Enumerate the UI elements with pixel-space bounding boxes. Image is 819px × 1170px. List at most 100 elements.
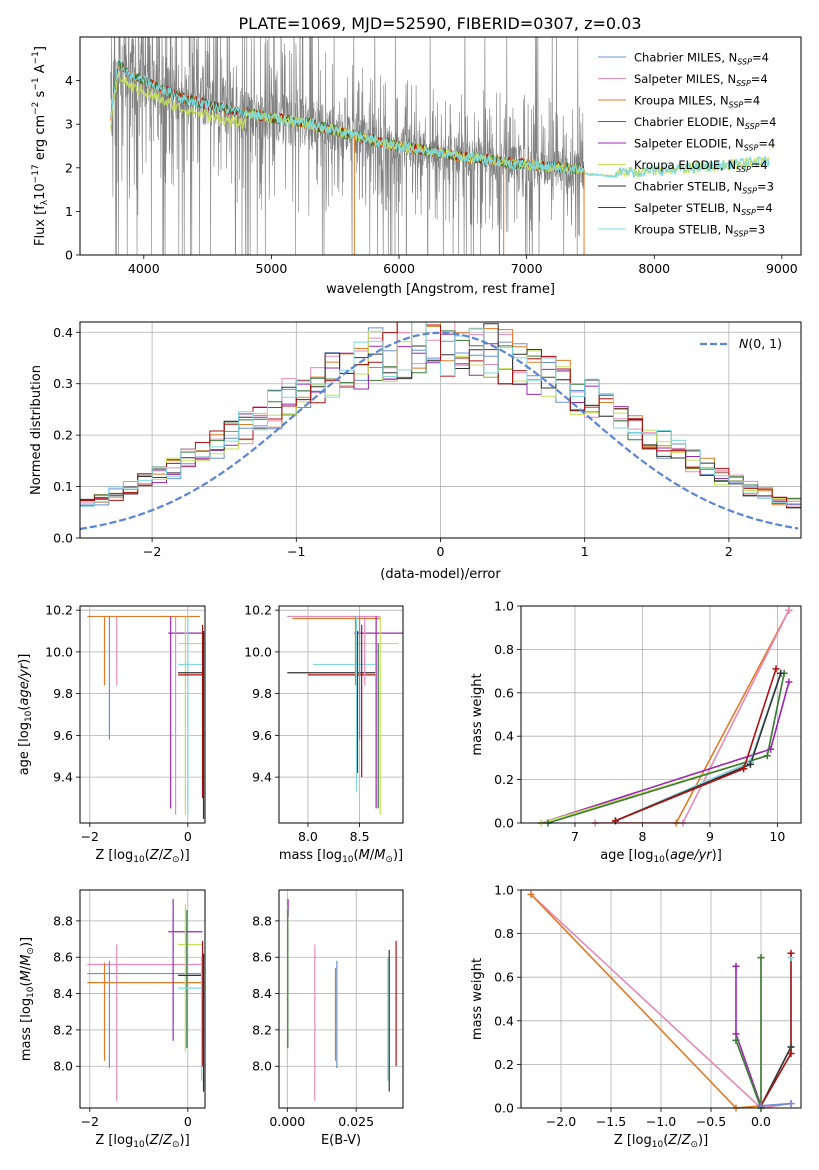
y-tick-label: 0.8 (494, 642, 514, 657)
legend-label: Chabrier STELIB, NSSP=3 (634, 180, 774, 196)
plot-area (540, 609, 790, 823)
y-tick-label: 8.2 (252, 1022, 272, 1037)
axes-frame (79, 321, 802, 539)
y-tick-label: 0.1 (53, 479, 73, 494)
y-axis-label: mass weight (470, 958, 485, 1040)
series-line-chabrier_elodie (735, 957, 762, 1108)
figure-title: PLATE=1069, MJD=52590, FIBERID=0307, z=0… (238, 14, 641, 33)
plot-area (287, 615, 403, 815)
plot-area (87, 899, 205, 1101)
series-line-kroupa_miles (530, 893, 762, 1108)
x-tick-label: 0.025 (338, 1114, 374, 1129)
x-tick-label: 9 (706, 829, 714, 844)
x-tick-label: −1.5 (596, 1114, 626, 1129)
y-tick-label: 1.0 (494, 599, 514, 614)
y-axis-label: age [log10(age/yr)] (17, 654, 34, 776)
x-tick-label: 8000 (638, 261, 670, 276)
x-tick-label: 0.000 (269, 1114, 305, 1129)
y-tick-label: 0.0 (494, 1101, 514, 1116)
series-point-salpeter_elodie (785, 678, 793, 686)
y-tick-label: 0 (65, 248, 73, 263)
series-point-salpeter_elodie (732, 962, 740, 970)
panel-massweight_vs_age: 7 8 9 10 0.0 0.2 0.4 0.6 0.8 1.0 mass weight age [l… (470, 599, 802, 865)
x-tick-label: 8 (638, 829, 646, 844)
x-tick-label: 8.5 (350, 829, 370, 844)
histogram-kroupa_stelib (80, 322, 801, 507)
y-tick-label: 2 (65, 160, 73, 175)
legend-label: Chabrier ELODIE, NSSP=4 (634, 115, 776, 131)
model-spectrum-kroupa_stelib (110, 58, 770, 179)
axes-frame (278, 605, 404, 824)
normal-curve (80, 331, 799, 531)
series-point-salpeter_stelib (740, 765, 748, 773)
series-line-chabrier_miles (760, 1102, 792, 1107)
x-tick-label: 0 (184, 829, 192, 844)
plot-area (87, 615, 205, 819)
panel-mass_vs_Z: −2 0 8.0 8.2 8.4 8.6 8.8 Z [log10(Z/Z⊙)] mass [l… (19, 889, 206, 1150)
x-axis-label: Z [log10(Z/Z⊙)] (95, 1133, 189, 1150)
plot-area (80, 322, 801, 531)
y-tick-label: 8.2 (53, 1022, 73, 1037)
histogram-salpeter_stelib (80, 322, 801, 508)
panel-massweight_vs_Z: −2.0 −1.5 −1.0 −0.5 0.0 0.0 0.2 0.4 0.6 0.8 1.0 mas… (470, 883, 802, 1150)
y-tick-label: 8.6 (252, 950, 272, 965)
x-tick-label: −2.0 (546, 1114, 576, 1129)
panel-age_vs_mass: 8.0 8.5 9.4 9.6 9.8 10.0 10.2 mass [log10(M/M⊙)… (244, 603, 404, 865)
x-tick-label: −2 (81, 1114, 99, 1129)
series-point-chabrier_stelib (787, 1043, 795, 1051)
axes-frame (520, 605, 802, 824)
y-tick-label: 10.2 (45, 603, 73, 618)
y-tick-label: 9.8 (252, 686, 272, 701)
series-point-salpeter_stelib (772, 665, 780, 673)
y-tick-label: 10.0 (45, 644, 73, 659)
y-tick-label: 0.4 (494, 1013, 514, 1028)
x-axis-label: mass [log10(M/M⊙)] (279, 848, 403, 865)
y-tick-label: 8.4 (252, 986, 272, 1001)
y-tick-label: 8.8 (252, 913, 272, 928)
y-tick-label: 0.2 (494, 1057, 514, 1072)
series-point-chabrier_elodie (763, 752, 771, 760)
y-tick-label: 4 (65, 73, 73, 88)
x-axis-label: E(B-V) (321, 1133, 361, 1148)
y-tick-label: 9.8 (53, 686, 73, 701)
series-point-kroupa_miles (527, 890, 535, 898)
x-tick-label: 8.0 (298, 829, 318, 844)
legend: Chabrier MILES, NSSP=4 Salpeter MILES, NS… (598, 51, 776, 239)
y-tick-label: 0.6 (494, 685, 514, 700)
series-point-chabrier_stelib (746, 760, 754, 768)
x-tick-label: 7000 (511, 261, 543, 276)
series-point-salpeter_stelib (787, 1050, 795, 1057)
y-tick-label: 0.4 (494, 729, 514, 744)
x-axis-label: Z [log10(Z/Z⊙)] (614, 1133, 708, 1150)
x-axis-label: age [log10(age/yr)] (600, 848, 722, 865)
series-line-salpeter_elodie (540, 681, 790, 823)
series-point-salpeter_elodie (732, 1030, 740, 1038)
x-tick-label: 0.0 (751, 1114, 771, 1129)
x-tick-label: 6000 (383, 261, 415, 276)
y-tick-label: 0.0 (53, 531, 73, 546)
panel-mass_vs_ebv: 0.000 0.025 8.0 8.2 8.4 8.6 8.8 E(B-V) (252, 889, 404, 1148)
x-tick-label: 5000 (256, 261, 288, 276)
axes-frame (79, 605, 206, 824)
y-tick-label: 8.4 (53, 986, 73, 1001)
plot-area (286, 899, 397, 1101)
legend-label: Kroupa STELIB, NSSP=3 (634, 223, 765, 239)
x-tick-label: 9000 (766, 261, 798, 276)
y-tick-label: 1.0 (494, 883, 514, 898)
series-point-salpeter_stelib (787, 949, 795, 957)
y-tick-label: 9.6 (53, 728, 73, 743)
y-tick-label: 9.4 (53, 770, 73, 785)
x-tick-label: 0 (437, 544, 445, 559)
y-tick-label: 10.0 (244, 644, 272, 659)
x-tick-label: 7 (571, 829, 579, 844)
legend-label: N(0, 1) (739, 336, 782, 351)
legend-label: Salpeter MILES, NSSP=4 (634, 72, 768, 88)
x-tick-label: 4000 (128, 261, 160, 276)
panel-residuals: −2 −1 0 1 2 0.0 0.1 0.2 0.3 0.4 (data-model)/error… (29, 321, 802, 582)
legend-label: Kroupa MILES, NSSP=4 (634, 94, 760, 110)
y-tick-label: 0.2 (53, 428, 73, 443)
y-tick-label: 0.2 (494, 772, 514, 787)
legend-label: Salpeter ELODIE, NSSP=4 (634, 137, 775, 153)
x-tick-label: 2 (725, 544, 733, 559)
